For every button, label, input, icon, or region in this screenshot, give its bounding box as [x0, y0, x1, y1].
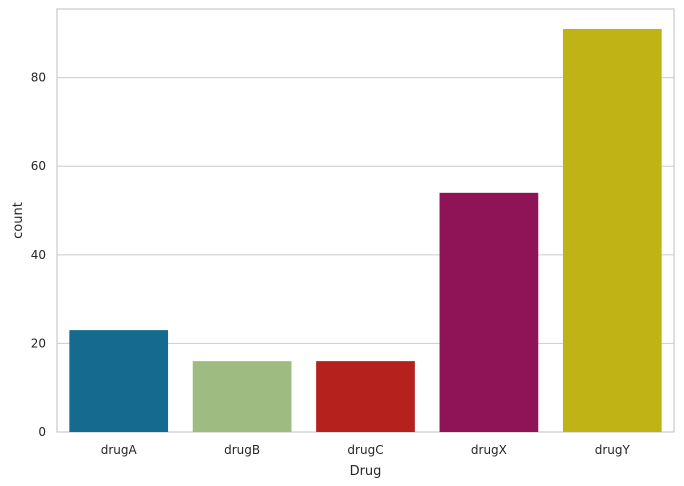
bar-drugB: [192, 361, 292, 432]
y-axis-label: count: [11, 202, 26, 239]
y-tick-labels: 0 20 40 60 80: [31, 71, 46, 439]
bar-drugC: [316, 361, 415, 432]
bar-drugX: [439, 192, 539, 432]
y-tick-label: 40: [31, 248, 46, 262]
bar-drugY: [562, 28, 662, 432]
x-axis-label: Drug: [350, 464, 382, 479]
bars: [69, 28, 662, 432]
x-tick-label: drugB: [224, 443, 260, 457]
x-tick-labels: drugA drugB drugC drugX drugY: [101, 443, 631, 457]
x-tick-label: drugY: [595, 443, 631, 457]
y-tick-label: 20: [31, 336, 46, 350]
y-tick-label: 0: [38, 425, 46, 439]
x-tick-label: drugX: [471, 443, 507, 457]
bar-drugA: [69, 330, 169, 432]
y-tick-label: 60: [31, 159, 46, 173]
x-tick-label: drugC: [347, 443, 383, 457]
x-tick-label: drugA: [101, 443, 138, 457]
y-tick-label: 80: [31, 71, 46, 85]
